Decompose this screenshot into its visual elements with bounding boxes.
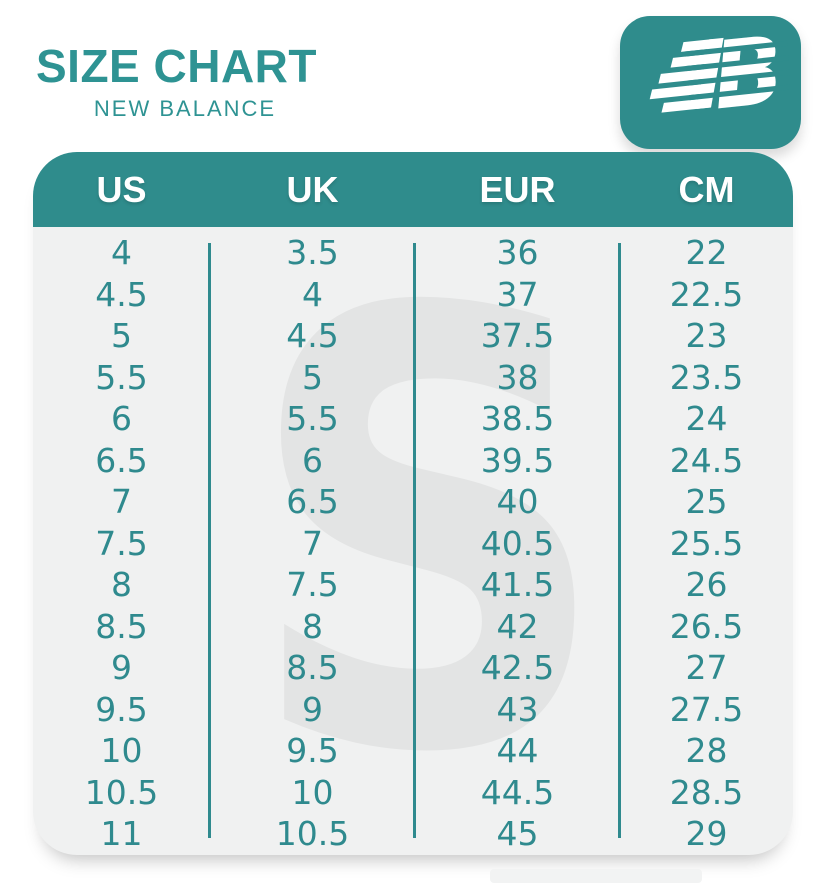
size-cell: 6.5 [286,482,339,521]
table-row: 8 7.5 41.5 26 [33,564,793,606]
size-cell: 42 [496,606,539,646]
size-cell: 23.5 [669,357,744,397]
table-row: 4.5 4 37 22.5 [33,274,793,316]
size-cell: 28 [685,731,728,770]
size-cell: 44 [496,731,539,770]
size-cell: 5.5 [95,357,148,397]
table-body: S 4 3.5 36 22 4.5 4 37 22.5 5 4.5 37.5 23 5.5 5 38 23.5… [33,227,793,855]
size-cell: 43 [496,689,539,729]
size-cell: 25.5 [669,523,744,563]
page-subtitle: NEW BALANCE [93,96,277,122]
size-cell: 8.5 [95,606,148,646]
table-row: 7 6.5 40 25 [33,481,793,523]
size-cell: 7.5 [95,523,148,563]
column-header-cm: CM [678,168,735,210]
size-cell: 4 [111,233,132,272]
size-cell: 6 [302,440,323,480]
size-cell: 10.5 [275,814,350,853]
column-header-uk: UK [286,168,339,210]
size-cell: 25 [685,482,728,521]
column-header-us: US [96,168,147,210]
bottom-watermark-strip [490,869,702,883]
size-cell: 10 [291,772,334,812]
size-cell: 27 [685,648,728,687]
size-cell: 4.5 [95,274,148,314]
table-row: 8.5 8 42 26.5 [33,606,793,648]
size-cell: 23 [685,316,728,355]
page-title: SIZE CHART [36,40,317,92]
brand-logo-tile: B [620,16,801,149]
size-cell: 8 [111,565,132,604]
size-cell: 27.5 [669,689,744,729]
size-cell: 4 [302,274,323,314]
table-row: 10 9.5 44 28 [33,730,793,772]
size-cell: 9.5 [95,689,148,729]
column-divider [208,243,211,838]
table-row: 6.5 6 39.5 24.5 [33,440,793,482]
size-cell: 6.5 [95,440,148,480]
size-cell: 8.5 [286,648,339,687]
size-cell: 9.5 [286,731,339,770]
size-cell: 24.5 [669,440,744,480]
size-cell: 36 [496,233,539,272]
table-row: 6 5.5 38.5 24 [33,398,793,440]
size-cell: 24 [685,399,728,438]
size-cell: 10.5 [84,772,159,812]
size-cell: 9 [302,689,323,729]
size-cell: 37.5 [480,316,555,355]
column-divider [413,243,416,838]
size-cell: 7.5 [286,565,339,604]
new-balance-nb-icon: B [649,32,790,116]
size-cell: 5 [302,357,323,397]
table-row: 4 3.5 36 22 [33,232,793,274]
size-chart-card: US UK EUR CM S 4 3.5 36 22 4.5 4 37 22.5 5 4.5 37.5 23… [33,152,793,855]
table-row: 11 10.5 45 29 [33,813,793,855]
table-header-row: US UK EUR CM [33,152,793,227]
size-cell: 26 [685,565,728,604]
size-cell: 5.5 [286,399,339,438]
size-cell: 3.5 [286,233,339,272]
size-cell: 5 [111,316,132,355]
size-cell: 45 [496,814,539,853]
size-cell: 42.5 [480,648,555,687]
column-header-eur: EUR [479,168,556,210]
size-cell: 9 [111,648,132,687]
title-block: SIZE CHART NEW BALANCE [36,42,334,122]
size-cell: 8 [302,606,323,646]
size-cell: 26.5 [669,606,744,646]
size-cell: 22 [685,233,728,272]
size-cell: 41.5 [480,565,555,604]
size-cell: 29 [685,814,728,853]
size-cell: 38.5 [480,399,555,438]
table-row: 5 4.5 37.5 23 [33,315,793,357]
size-cell: 11 [100,814,143,853]
size-cell: 40.5 [480,523,555,563]
size-cell: 28.5 [669,772,744,812]
size-cell: 22.5 [669,274,744,314]
table-row: 9 8.5 42.5 27 [33,647,793,689]
table-row: 10.5 10 44.5 28.5 [33,772,793,814]
size-cell: 7 [302,523,323,563]
table-row: 7.5 7 40.5 25.5 [33,523,793,565]
size-cell: 44.5 [480,772,555,812]
size-cell: 4.5 [286,316,339,355]
table-row: 9.5 9 43 27.5 [33,689,793,731]
size-cell: 38 [496,357,539,397]
table-row: 5.5 5 38 23.5 [33,357,793,399]
size-cell: 6 [111,399,132,438]
size-cell: 40 [496,482,539,521]
size-cell: 39.5 [480,440,555,480]
size-cell: 10 [100,731,143,770]
column-divider [618,243,621,838]
size-cell: 7 [111,482,132,521]
size-cell: 37 [496,274,539,314]
